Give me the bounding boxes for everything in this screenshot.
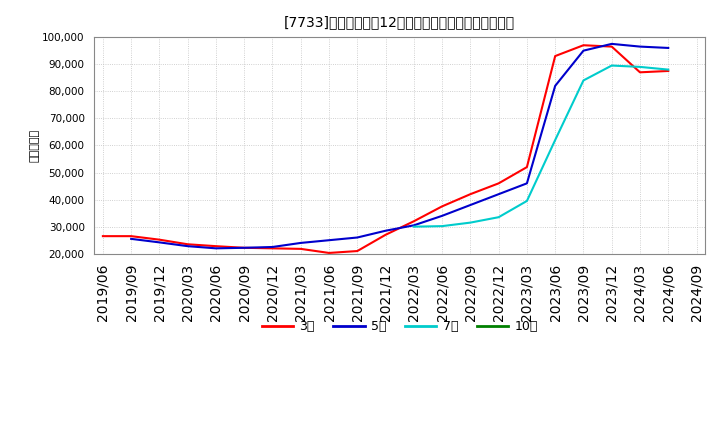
3年: [410, 219, 418, 224]
Legend: 3年, 5年, 7年, 10年: 3年, 5年, 7年, 10年: [257, 315, 543, 338]
3年: [608, 44, 616, 49]
5年: [268, 244, 276, 249]
3年: [240, 245, 248, 250]
3年: [382, 232, 390, 238]
7年: [608, 63, 616, 68]
5年: [155, 240, 163, 245]
5年: [127, 236, 135, 242]
5年: [325, 238, 333, 243]
3年: [523, 165, 531, 170]
7年: [579, 78, 588, 83]
3年: [212, 243, 220, 249]
7年: [438, 224, 446, 229]
5年: [382, 228, 390, 233]
5年: [664, 45, 672, 51]
5年: [240, 245, 248, 250]
3年: [636, 70, 644, 75]
5年: [184, 243, 192, 249]
3年: [155, 237, 163, 242]
3年: [353, 249, 361, 254]
3年: [184, 242, 192, 247]
3年: [99, 234, 107, 239]
5年: [438, 213, 446, 219]
7年: [466, 220, 474, 225]
7年: [523, 198, 531, 204]
3年: [268, 246, 276, 251]
5年: [212, 246, 220, 251]
5年: [551, 83, 559, 88]
Title: [7733]　当期純利益12か月移動合計の標準偏差の推移: [7733] 当期純利益12か月移動合計の標準偏差の推移: [284, 15, 516, 29]
3年: [579, 43, 588, 48]
Y-axis label: （百万円）: （百万円）: [30, 129, 40, 162]
3年: [466, 191, 474, 197]
7年: [664, 67, 672, 72]
5年: [297, 240, 305, 246]
Line: 7年: 7年: [414, 66, 668, 227]
5年: [410, 223, 418, 228]
3年: [297, 246, 305, 252]
Line: 3年: 3年: [103, 45, 668, 253]
5年: [353, 235, 361, 240]
3年: [551, 53, 559, 59]
5年: [495, 191, 503, 197]
3年: [438, 204, 446, 209]
3年: [495, 181, 503, 186]
7年: [410, 224, 418, 229]
5年: [579, 48, 588, 53]
3年: [127, 234, 135, 239]
5年: [636, 44, 644, 49]
7年: [495, 215, 503, 220]
3年: [664, 68, 672, 73]
Line: 5年: 5年: [131, 44, 668, 248]
7年: [636, 64, 644, 70]
3年: [325, 250, 333, 256]
7年: [551, 137, 559, 143]
5年: [466, 202, 474, 208]
5年: [608, 41, 616, 47]
5年: [523, 181, 531, 186]
